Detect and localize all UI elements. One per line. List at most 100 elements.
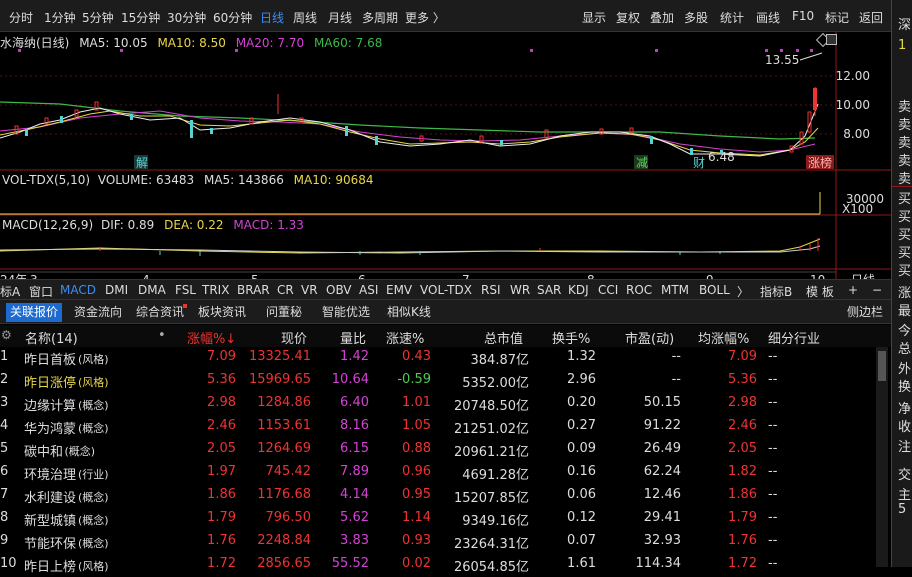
overlay-button[interactable]: 叠加: [650, 11, 675, 25]
row-name[interactable]: 节能环保: [24, 537, 77, 552]
tab-similar-kline[interactable]: 相似K线: [387, 305, 431, 319]
row-name[interactable]: 环境治理: [24, 468, 77, 483]
add-button[interactable]: +: [848, 283, 859, 297]
scrollbar-thumb[interactable]: [878, 351, 886, 381]
col-price[interactable]: 现价: [281, 332, 308, 347]
row-number: 2: [0, 372, 9, 387]
tab-indicator[interactable]: FSL: [175, 283, 196, 297]
mark-button[interactable]: 标记: [825, 11, 850, 25]
stat-label: 今: [898, 324, 912, 339]
tab-indicator[interactable]: TRIX: [202, 283, 230, 297]
col-avg-change[interactable]: 均涨幅%: [698, 332, 750, 347]
row-name[interactable]: 昨日首板: [24, 353, 77, 368]
minus-button[interactable]: −: [872, 283, 883, 297]
sidebar-toggle[interactable]: 侧边栏: [847, 305, 884, 319]
col-volume-ratio[interactable]: 量比: [340, 332, 367, 347]
col-speed[interactable]: 涨速%: [386, 332, 425, 347]
tab-monthly[interactable]: 月线: [328, 11, 353, 25]
col-name[interactable]: 名称(14): [25, 332, 78, 347]
tab-ask-secretary[interactable]: 问董秘: [266, 305, 303, 319]
tab-indicator[interactable]: ROC: [626, 283, 653, 297]
settings-icon[interactable]: ⚙: [1, 328, 12, 342]
tab-indicator[interactable]: 标A: [0, 285, 21, 299]
back-button[interactable]: 返回: [859, 11, 884, 25]
multi-stock-button[interactable]: 多股: [684, 11, 709, 25]
tab-indicator[interactable]: BRAR: [237, 283, 270, 297]
row-volume-ratio: 4.14: [340, 487, 369, 502]
row-pe: 91.22: [643, 418, 681, 433]
fuquan-button[interactable]: 复权: [616, 11, 641, 25]
tab-indicator[interactable]: VOL-TDX: [420, 283, 472, 297]
y-label-10: 10.00: [836, 98, 870, 112]
table-scrollbar[interactable]: [876, 347, 888, 567]
tab-indicator[interactable]: MACD: [60, 283, 96, 297]
tab-indicator[interactable]: DMA: [138, 283, 166, 297]
row-name[interactable]: 水利建设: [24, 491, 77, 506]
report-mark[interactable]: 财: [693, 156, 705, 170]
row-name[interactable]: 边缘计算: [24, 399, 77, 414]
tab-indicator[interactable]: CR: [277, 283, 294, 297]
tab-indicator[interactable]: CCI: [598, 283, 619, 297]
tab-indicator[interactable]: 窗口: [29, 285, 54, 299]
row-volume-ratio: 8.16: [340, 418, 369, 433]
tab-indicator[interactable]: ASI: [359, 283, 379, 297]
tab-sector-news[interactable]: 板块资讯: [198, 305, 247, 319]
tab-indicator[interactable]: WR: [510, 283, 531, 297]
draw-button[interactable]: 画线: [756, 11, 781, 25]
row-number: 6: [0, 464, 9, 479]
tab-indicator[interactable]: VR: [301, 283, 318, 297]
tab-60min[interactable]: 60分钟: [213, 11, 253, 25]
f10-button[interactable]: F10: [792, 9, 815, 23]
col-market-cap[interactable]: 总市值: [484, 332, 524, 347]
tab-indicator[interactable]: RSI: [481, 283, 501, 297]
tab-indicator[interactable]: MTM: [661, 283, 690, 297]
tab-indicator[interactable]: EMV: [386, 283, 413, 297]
tab-15min[interactable]: 15分钟: [121, 11, 161, 25]
row-speed: 0.93: [402, 533, 431, 548]
template-button[interactable]: 模 板: [806, 285, 834, 299]
tab-multi-period[interactable]: 多周期: [362, 11, 399, 25]
show-button[interactable]: 显示: [582, 11, 607, 25]
reduce-mark[interactable]: 减: [636, 156, 648, 170]
tab-indicator[interactable]: BOLL: [699, 283, 730, 297]
tab-news[interactable]: 综合资讯: [136, 305, 185, 319]
row-name[interactable]: 昨日上榜: [24, 560, 77, 575]
tab-1min[interactable]: 1分钟: [44, 11, 76, 25]
row-turnover: 1.32: [567, 349, 596, 364]
tab-indicator[interactable]: KDJ: [568, 283, 589, 297]
tab-indicator[interactable]: DMI: [105, 283, 129, 297]
tab-fenshi[interactable]: 分时: [9, 11, 34, 25]
tab-indicator[interactable]: SAR: [537, 283, 562, 297]
tab-more[interactable]: 更多 〉: [405, 11, 445, 25]
unlock-mark[interactable]: 解: [136, 156, 148, 170]
row-price: 13325.41: [248, 349, 311, 364]
macd-legend: MACD(12,26,9) DIF: 0.89 DEA: 0.22 MACD: …: [2, 218, 304, 232]
chart-area[interactable]: 12.00 10.00 8.00 13.55 6.48 解 减 财 涨榜 300…: [0, 32, 891, 299]
tab-daily[interactable]: 日线: [260, 11, 285, 25]
row-name[interactable]: 华为鸿蒙: [24, 422, 77, 437]
col-industry[interactable]: 细分行业: [768, 332, 821, 347]
tab-30min[interactable]: 30分钟: [167, 11, 207, 25]
row-name[interactable]: 碳中和: [24, 445, 64, 460]
tab-more-chevron[interactable]: 〉: [737, 285, 750, 299]
row-name[interactable]: 昨日涨停: [24, 376, 77, 391]
col-change[interactable]: 涨幅%↓: [187, 332, 237, 347]
tab-indicator[interactable]: 指标B: [760, 285, 793, 299]
tab-capital-flow[interactable]: 资金流向: [74, 305, 123, 319]
tab-indicator[interactable]: OBV: [326, 283, 352, 297]
ma5-value: MA5: 10.05: [79, 36, 148, 50]
stock-code-partial: 1: [898, 38, 907, 53]
col-pe[interactable]: 市盈(动): [625, 332, 675, 347]
stats-button[interactable]: 统计: [720, 11, 745, 25]
col-turnover[interactable]: 换手%: [552, 332, 591, 347]
tab-5min[interactable]: 5分钟: [82, 11, 114, 25]
maximize-icon[interactable]: [826, 34, 837, 45]
tab-related-quotes[interactable]: 关联报价: [6, 303, 63, 322]
tab-smart-select[interactable]: 智能优选: [322, 305, 371, 319]
macd-dif: DIF: 0.89: [100, 218, 155, 232]
limit-list-mark[interactable]: 涨榜: [808, 155, 832, 170]
row-name[interactable]: 新型城镇: [24, 514, 77, 529]
sell-level: 卖: [898, 154, 912, 169]
tab-weekly[interactable]: 周线: [293, 11, 318, 25]
row-avg-change: 2.98: [728, 395, 757, 410]
